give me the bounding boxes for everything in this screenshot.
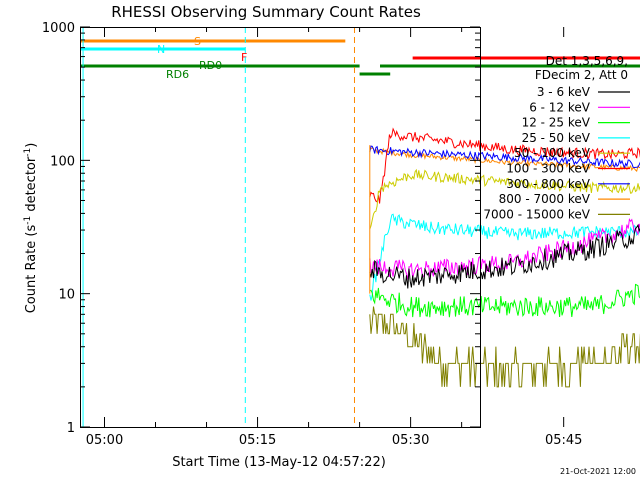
x-axis-label: Start Time (13-May-12 04:57:22) bbox=[172, 455, 386, 470]
y-tick-label: 1 bbox=[67, 421, 75, 436]
x-tick-label: 05:45 bbox=[545, 433, 582, 448]
y-tick-label: 1000 bbox=[42, 21, 75, 36]
series-line bbox=[369, 223, 640, 289]
flag-label-n: N bbox=[157, 43, 165, 56]
series-line bbox=[369, 147, 640, 173]
legend-label: 7000 - 15000 keV bbox=[483, 207, 590, 221]
plot-frame bbox=[80, 27, 481, 428]
flag-label-s: S bbox=[194, 35, 201, 48]
series-line bbox=[369, 145, 640, 169]
flag-label-f: F bbox=[241, 51, 247, 64]
x-tick-label: 05:00 bbox=[86, 433, 123, 448]
series-line bbox=[369, 168, 640, 230]
flag-label-rd0: RD0 bbox=[199, 59, 222, 72]
footer-date: 21-Oct-2021 12:00 bbox=[560, 467, 636, 476]
flag-label-rd6: RD6 bbox=[166, 68, 189, 81]
y-tick-label: 10 bbox=[58, 288, 75, 303]
x-tick-label: 05:15 bbox=[239, 433, 276, 448]
legend-label: 6 - 12 keV bbox=[529, 100, 591, 114]
plot-lines: S N F RD0 RD6 bbox=[80, 27, 640, 427]
series-line bbox=[369, 127, 640, 204]
legend-label: 25 - 50 keV bbox=[522, 131, 591, 145]
legend-label: 50 - 100 keV bbox=[514, 146, 591, 160]
series-line bbox=[369, 306, 640, 388]
legend-label: 100 - 300 keV bbox=[506, 162, 590, 176]
y-axis-label: Count Rate (s-1 detector-1) bbox=[23, 143, 39, 314]
legend-header-line-2: FDecim 2, Att 0 bbox=[535, 68, 628, 82]
series-line bbox=[369, 283, 640, 318]
chart-title: RHESSI Observing Summary Count Rates bbox=[111, 3, 421, 21]
series-line bbox=[369, 213, 640, 301]
legend-label: 12 - 25 keV bbox=[522, 116, 591, 130]
x-tick-label: 05:30 bbox=[392, 433, 429, 448]
legend-label: 300 - 800 keV bbox=[506, 177, 590, 191]
y-axis-ticks: 1 10 100 1000 bbox=[42, 21, 480, 436]
legend-label: 800 - 7000 keV bbox=[499, 192, 591, 206]
legend-label: 3 - 6 keV bbox=[537, 85, 591, 99]
legend-header-line-1: Det 1,3,5,6,9, bbox=[546, 54, 628, 68]
y-tick-label: 100 bbox=[50, 154, 75, 169]
